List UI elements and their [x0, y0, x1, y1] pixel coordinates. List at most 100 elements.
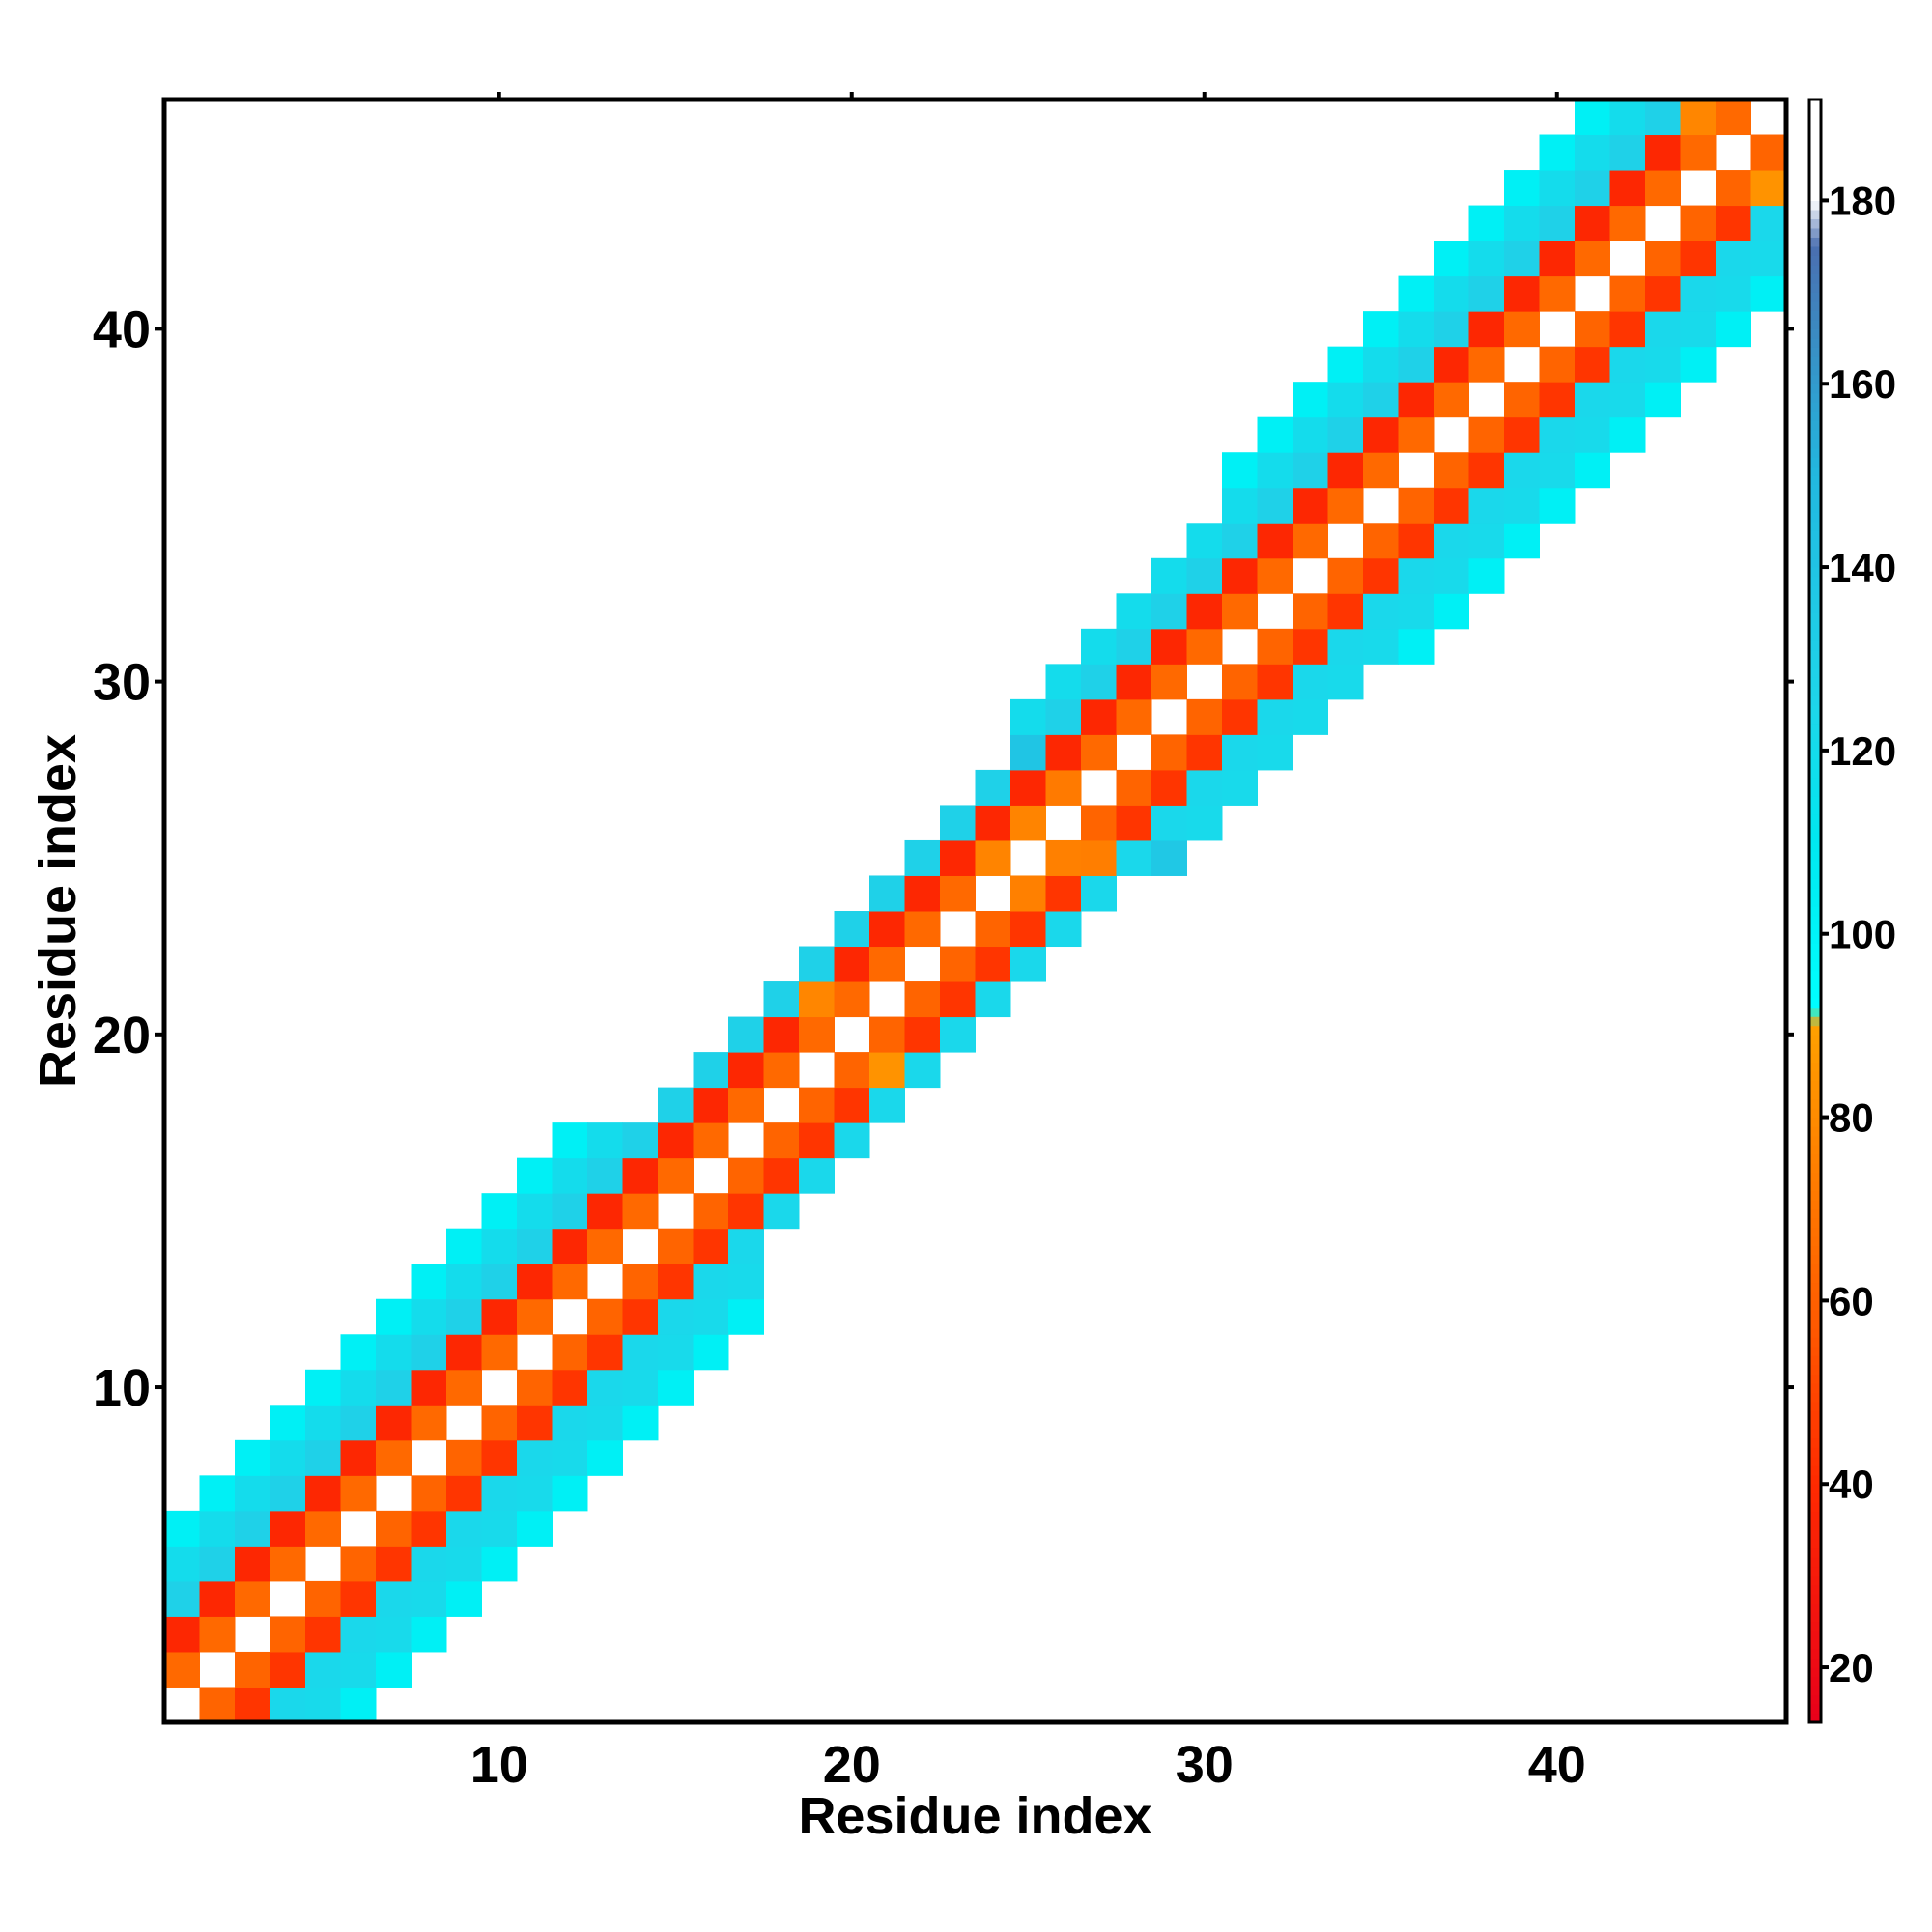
colorbar-segment — [1809, 108, 1821, 119]
heatmap-cell — [1609, 311, 1646, 348]
heatmap-cell — [552, 1193, 588, 1230]
heatmap-cell — [1468, 416, 1505, 453]
heatmap-cell — [305, 1405, 341, 1441]
heatmap-cell — [799, 1016, 835, 1053]
heatmap-cell — [1434, 275, 1469, 312]
heatmap-cell — [1293, 487, 1328, 524]
colorbar-segment — [1809, 594, 1821, 605]
colorbar-segment — [1809, 475, 1821, 486]
heatmap-cell — [587, 1298, 623, 1335]
colorbar-segment — [1809, 741, 1821, 752]
heatmap-cell — [1398, 628, 1435, 665]
colorbar-segment — [1809, 1511, 1821, 1521]
colorbar-segment — [1809, 1090, 1821, 1100]
heatmap-cell — [1575, 346, 1610, 383]
heatmap-cell — [1468, 311, 1505, 348]
heatmap-cell — [1609, 134, 1646, 171]
heatmap-cell — [1398, 311, 1435, 348]
heatmap-cell — [1680, 99, 1717, 136]
colorbar-segment — [1809, 135, 1821, 147]
heatmap-cell — [869, 1016, 905, 1053]
heatmap-cell — [1151, 769, 1187, 806]
heatmap-cell — [517, 1228, 553, 1264]
heatmap-cell — [1468, 205, 1505, 242]
colorbar-tick-label: 60 — [1829, 1278, 1874, 1323]
colorbar-segment — [1809, 1456, 1821, 1466]
heatmap-cell — [164, 1510, 200, 1547]
colorbar-segment — [1809, 1208, 1821, 1219]
heatmap-cell — [1327, 628, 1364, 665]
heatmap-cell — [1680, 311, 1717, 348]
heatmap-cell — [340, 1405, 377, 1441]
heatmap-cell — [1327, 416, 1364, 453]
colorbar-segment — [1809, 1071, 1821, 1082]
colorbar-segment — [1809, 961, 1821, 972]
colorbar-segment — [1809, 1364, 1821, 1375]
heatmap-cell — [1186, 698, 1223, 735]
heatmap-cell — [1645, 275, 1681, 312]
colorbar-segment — [1809, 1181, 1821, 1192]
colorbar-segment — [1809, 411, 1821, 421]
heatmap-cell — [481, 1475, 518, 1512]
heatmap-cell — [1327, 593, 1364, 630]
heatmap-cell — [587, 1193, 623, 1230]
heatmap-cell — [1151, 734, 1187, 771]
heatmap-cell — [199, 1546, 236, 1582]
colorbar-segment — [1809, 1327, 1821, 1338]
x-tick-label: 20 — [823, 1736, 881, 1794]
colorbar-tick-label: 180 — [1829, 178, 1896, 223]
heatmap-cell — [728, 1052, 764, 1089]
colorbar-segment — [1809, 750, 1821, 760]
heatmap-cell — [305, 1369, 341, 1406]
heatmap-cell — [305, 1651, 341, 1688]
colorbar-segment — [1809, 1190, 1821, 1201]
heatmap-cell — [1504, 382, 1540, 418]
colorbar-segment — [1809, 1658, 1821, 1668]
colorbar-segment — [1809, 658, 1821, 669]
colorbar-segment — [1809, 1639, 1821, 1650]
heatmap-cell — [305, 1580, 341, 1617]
colorbar-segment — [1809, 1291, 1821, 1301]
colorbar-segment — [1809, 668, 1821, 678]
heatmap-cell — [376, 1334, 412, 1371]
heatmap-cell — [1539, 241, 1576, 277]
x-tick-label: 30 — [1176, 1736, 1234, 1794]
colorbar-segment — [1809, 1584, 1821, 1595]
colorbar-segment — [1809, 805, 1821, 815]
colorbar-segment — [1809, 622, 1821, 633]
colorbar-segment — [1809, 1098, 1821, 1109]
heatmap-cell — [940, 839, 976, 876]
heatmap-cell — [340, 1580, 377, 1617]
heatmap-cell — [1434, 346, 1469, 383]
heatmap-cell — [411, 1369, 447, 1406]
colorbar-segment — [1809, 1245, 1821, 1256]
heatmap-cell — [376, 1405, 412, 1441]
colorbar-segment — [1809, 851, 1821, 862]
colorbar-segment — [1809, 833, 1821, 843]
heatmap-cell — [763, 1052, 800, 1089]
heatmap-cell — [481, 1546, 518, 1582]
heatmap-cell — [940, 875, 976, 912]
colorbar-segment — [1809, 906, 1821, 917]
colorbar-segment — [1809, 209, 1821, 219]
heatmap-cell — [1081, 734, 1117, 771]
colorbar-segment — [1809, 759, 1821, 770]
colorbar-segment — [1809, 99, 1821, 110]
heatmap-cell — [1504, 311, 1540, 348]
colorbar-segment — [1809, 980, 1821, 990]
heatmap-cell — [1293, 593, 1328, 630]
heatmap-cell — [1539, 275, 1576, 312]
colorbar-segment — [1809, 502, 1821, 513]
heatmap-cell — [904, 981, 941, 1018]
colorbar-segment — [1809, 1557, 1821, 1568]
colorbar-segment — [1809, 1621, 1821, 1632]
colorbar-segment — [1809, 1474, 1821, 1485]
heatmap-cell — [693, 1193, 729, 1230]
colorbar-segment — [1809, 970, 1821, 980]
heatmap-cell — [1257, 452, 1293, 489]
heatmap-cell — [1750, 170, 1787, 207]
heatmap-cell — [1750, 134, 1787, 171]
colorbar-segment — [1809, 154, 1821, 165]
heatmap-cell — [1398, 487, 1435, 524]
